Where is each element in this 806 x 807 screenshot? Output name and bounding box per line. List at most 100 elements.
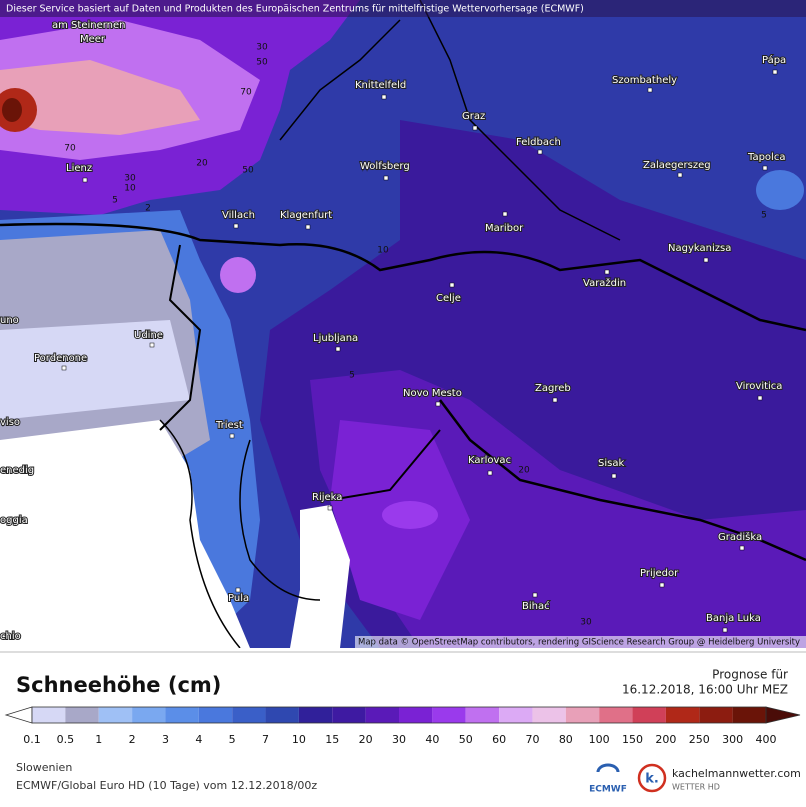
colorbar-tick-label: 50 [459, 733, 473, 746]
site-name: kachelmannwetter.com [672, 767, 801, 780]
city-dot [381, 94, 387, 100]
city-label: Knittelfeld [355, 80, 406, 91]
contour-label: 20 [518, 466, 530, 476]
city-dot [722, 627, 728, 633]
colorbar-swatch [699, 707, 733, 723]
city-dot [757, 395, 763, 401]
contour-label: 70 [240, 88, 252, 98]
model-info: ECMWF/Global Euro HD (10 Tage) vom 12.12… [16, 779, 317, 792]
city-dot [659, 582, 665, 588]
contour-label: 20 [196, 159, 208, 169]
city-label: Nagykanizsa [668, 243, 731, 254]
kachelmann-k: k. [645, 772, 659, 787]
city-dot [305, 224, 311, 230]
contour-label: 50 [256, 58, 268, 68]
colorbar-swatch [32, 707, 66, 723]
city-dot [335, 346, 341, 352]
notice-bar [0, 0, 806, 17]
attribution: Map data © OpenStreetMap contributors, r… [358, 638, 800, 648]
notice: Dieser Service basiert auf Daten und Pro… [6, 4, 584, 15]
zone-east [756, 170, 804, 210]
colorbar-swatch [198, 707, 233, 723]
colorbar-swatch [499, 707, 533, 723]
colorbar-tick-label: 3 [162, 733, 169, 746]
colorbar-swatch [232, 707, 266, 723]
city-dot [472, 125, 478, 131]
city-label: oggia [0, 515, 28, 526]
colorbar-swatch [432, 707, 466, 723]
city-label: Banja Luka [706, 613, 761, 624]
colorbar-tick-label: 20 [359, 733, 373, 746]
border [159, 244, 202, 431]
city-label: Virovitica [736, 381, 782, 392]
colorbar-tick-label: 4 [195, 733, 202, 746]
city-dot [611, 473, 617, 479]
city-label: Maribor [485, 223, 524, 234]
city-label: Meer [80, 34, 106, 45]
colorbar-tick-label: 10 [292, 733, 306, 746]
city-dot [487, 470, 493, 476]
contour-label: 5 [112, 196, 118, 206]
city-label: Wolfsberg [360, 161, 410, 172]
colorbar-swatch [732, 707, 766, 723]
colorbar-tick-label: 80 [559, 733, 573, 746]
border [0, 222, 806, 332]
site-sub: WETTER HD [672, 783, 720, 792]
region: Slowenien [16, 761, 72, 774]
colorbar-swatch [465, 707, 500, 723]
colorbar-swatch [399, 707, 433, 723]
city-label: Pápa [762, 54, 786, 66]
city-dot [327, 505, 333, 511]
city-label: Gradiška [718, 531, 762, 543]
city-label: viso [0, 417, 20, 428]
city-label: Novo Mesto [403, 388, 462, 399]
contour-label: 50 [242, 166, 254, 176]
colorbar-tick-label: 70 [525, 733, 539, 746]
contour-label: 5 [349, 371, 355, 381]
colorbar-swatch [665, 707, 700, 723]
contour-label: 30 [256, 43, 268, 53]
colorbar-tick-label: 200 [655, 733, 676, 746]
city-dot [61, 365, 67, 371]
city-dot [82, 177, 88, 183]
city-label: Villach [222, 210, 255, 221]
map: am Steinernen Meer Knittelfeld Graz Szombath… [0, 0, 806, 649]
contour-label: 10 [124, 184, 136, 194]
colorbar-tick-label: 100 [589, 733, 610, 746]
city-dot [435, 401, 441, 407]
colorbar-swatch [98, 707, 133, 723]
city-label: Ljubljana [313, 333, 358, 344]
zone-peak-inner [2, 98, 22, 122]
contour-label: 5 [761, 211, 767, 221]
city-layer: am Steinernen Meer Knittelfeld Graz Szombath… [0, 19, 787, 643]
colorbar-swatch [532, 707, 566, 723]
city-dot [552, 397, 558, 403]
city-label: uno [0, 315, 19, 326]
city-label: Prijedor [640, 568, 679, 579]
zone-40 [382, 501, 438, 529]
city-label: Bihać [522, 600, 550, 612]
forecast-label: Prognose für [712, 668, 788, 682]
city-label: Lienz [66, 163, 92, 174]
city-label: Klagenfurt [280, 210, 332, 221]
city-dot [703, 257, 709, 263]
city-label: am Steinernen [52, 20, 126, 31]
colorbar-swatch [632, 707, 666, 723]
contour-label: 30 [580, 618, 592, 628]
city-label: Celje [436, 293, 461, 304]
colorbar-swatch [332, 707, 366, 723]
city-dot [229, 433, 235, 439]
city-label: Feldbach [516, 137, 561, 148]
city-label: Karlovac [468, 455, 511, 466]
city-dot [772, 69, 778, 75]
legend-panel [0, 648, 806, 803]
city-dot [449, 282, 455, 288]
colorbar-swatch [365, 707, 399, 723]
city-dot [537, 149, 543, 155]
colorbar-swatch [165, 707, 199, 723]
city-label: Pula [228, 593, 249, 604]
colorbar-tick-label: 250 [689, 733, 710, 746]
city-dot [502, 211, 508, 217]
city-dot [149, 342, 155, 348]
